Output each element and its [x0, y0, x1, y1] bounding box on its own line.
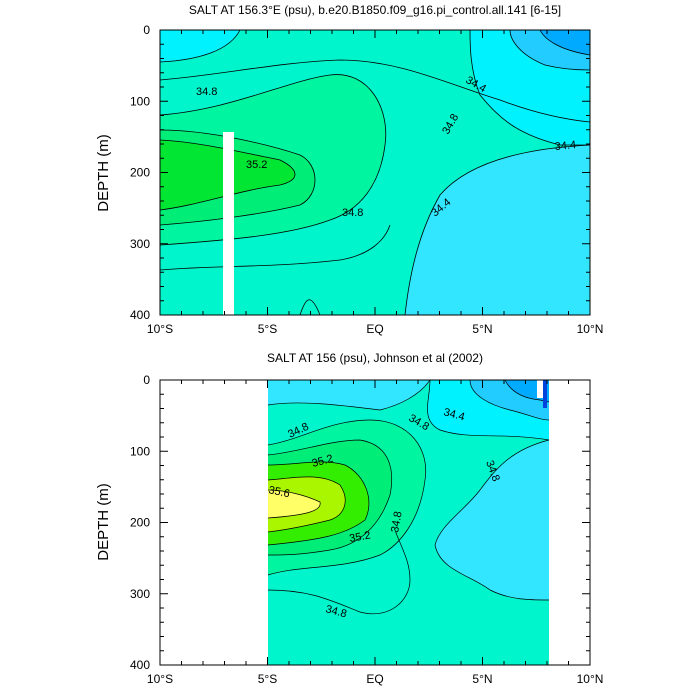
- y-tick-label: 400: [130, 308, 150, 322]
- x-tick-label: EQ: [366, 322, 383, 336]
- contour-line: [469, 379, 550, 421]
- contour-label: 35.2: [246, 159, 267, 171]
- y-tick-label: 100: [130, 94, 150, 108]
- panel-2-title: SALT AT 156 (psu), Johnson et al (2002): [267, 351, 483, 365]
- y-tick-label: 400: [130, 658, 150, 672]
- panel-2-plot: 34.8 34.8 34.4 35.2 34.8 35.6 35.2 34.8 …: [267, 379, 550, 665]
- panel-1: SALT AT 156.3°E (psu), b.e20.B1850.f09_g…: [95, 3, 603, 336]
- y-tick-label: 200: [130, 166, 150, 180]
- y-tick-label: 300: [130, 587, 150, 601]
- salinity-fill-min: [543, 380, 547, 408]
- panel-1-ylabel: DEPTH (m): [95, 134, 112, 212]
- contour-line: [299, 299, 321, 316]
- y-tick-label: 200: [130, 516, 150, 530]
- contour-line: [267, 461, 370, 546]
- contour-line: [469, 29, 590, 146]
- contour-label: 34.8: [324, 603, 348, 620]
- panel-1-axes: 10°S 5°S EQ 5°N 10°N 0 100 200 300 400: [130, 23, 603, 336]
- x-tick-label: 5°S: [258, 672, 277, 686]
- salinity-fill-34.2-34.4-deep: [405, 145, 590, 315]
- contour-line: [267, 476, 346, 533]
- contour-line: [267, 439, 393, 556]
- salinity-fill-34.2-34.4: [435, 440, 549, 600]
- contour-line: [267, 489, 321, 519]
- contour-line: [159, 74, 387, 246]
- contour-line: [159, 29, 241, 63]
- x-tick-label: 10°N: [577, 672, 604, 686]
- salinity-fill-surface-low: [268, 380, 430, 410]
- contour-label: 34.4: [554, 139, 576, 153]
- salinity-fill-below-34.0: [540, 30, 590, 55]
- contour-line: [159, 139, 296, 211]
- x-tick-label: 5°S: [258, 322, 277, 336]
- panel-1-plot: 34.8 34.4 34.8 34.4 35.2 34.8 34.4: [159, 29, 591, 316]
- x-tick-label: 10°S: [147, 322, 173, 336]
- x-tick-label: 5°N: [472, 672, 492, 686]
- panel-2-axes: 10°S 5°S EQ 5°N 10°N 0 100 200 300 400: [130, 373, 603, 686]
- x-tick-label: 10°N: [577, 322, 604, 336]
- y-tick-label: 300: [130, 237, 150, 251]
- contour-label: 34.8: [342, 207, 363, 219]
- contour-line: [404, 144, 591, 316]
- contour-label: 35.2: [311, 453, 335, 470]
- missing-data-bar: [223, 132, 234, 315]
- contour-label: 35.2: [348, 529, 371, 545]
- panel-2: SALT AT 156 (psu), Johnson et al (2002): [95, 351, 603, 686]
- y-tick-label: 100: [130, 444, 150, 458]
- contour-line: [539, 29, 591, 56]
- missing-data-bar: [537, 380, 543, 398]
- contour-line: [159, 224, 391, 271]
- contour-label: 35.6: [267, 484, 290, 500]
- panel-2-ylabel: DEPTH (m): [95, 483, 112, 561]
- contour-line: [267, 379, 431, 411]
- contour-label: 34.4: [442, 406, 466, 423]
- x-tick-label: 5°N: [472, 322, 492, 336]
- contour-line: [267, 529, 411, 615]
- x-tick-label: 10°S: [147, 672, 173, 686]
- panel-1-title: SALT AT 156.3°E (psu), b.e20.B1850.f09_g…: [189, 3, 561, 17]
- contour-line: [509, 29, 591, 71]
- y-tick-label: 0: [143, 23, 150, 37]
- y-tick-label: 0: [143, 373, 150, 387]
- salinity-fill-surface-low: [160, 30, 240, 62]
- contour-label: 34.8: [196, 86, 217, 98]
- contour-label: 34.8: [389, 510, 405, 533]
- contour-line: [504, 379, 550, 403]
- x-tick-label: EQ: [366, 672, 383, 686]
- contour-line: [159, 59, 591, 123]
- contour-line: [267, 419, 427, 576]
- contour-line: [434, 439, 550, 601]
